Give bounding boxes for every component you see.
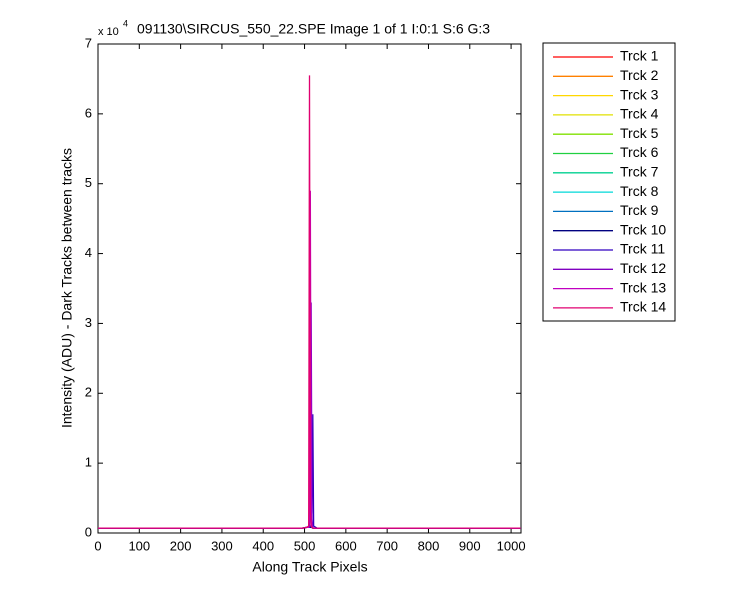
y-tick-label: 3 [85, 315, 92, 330]
legend-label: Trck 3 [620, 86, 659, 102]
x-tick-label: 500 [294, 538, 316, 553]
axes-box [97, 43, 522, 534]
x-tick-label: 800 [418, 538, 440, 553]
y-exponent: 4 [123, 18, 128, 28]
legend-label: Trck 6 [620, 144, 659, 160]
x-tick-label: 200 [170, 538, 192, 553]
series-line [98, 75, 521, 529]
legend-label: Trck 10 [620, 221, 666, 237]
legend-label: Trck 9 [620, 202, 659, 218]
legend-box [542, 42, 676, 322]
legend-label: Trck 5 [620, 125, 659, 141]
legend-label: Trck 13 [620, 279, 666, 295]
legend-label: Trck 4 [620, 106, 659, 122]
chart-title: 091130\SIRCUS_550_22.SPE Image 1 of 1 I:… [137, 21, 490, 37]
legend-label: Trck 8 [620, 183, 659, 199]
y-axis-label: Intensity (ADU) - Dark Tracks between tr… [59, 148, 75, 428]
y-multiplier: x 10 [98, 26, 119, 38]
x-tick-label: 300 [211, 538, 233, 553]
x-tick-label: 0 [94, 538, 101, 553]
legend-label: Trck 7 [620, 164, 659, 180]
y-tick-label: 4 [85, 245, 92, 260]
x-tick-label: 900 [459, 538, 481, 553]
legend-label: Trck 14 [620, 299, 666, 315]
x-tick-label: 100 [128, 538, 150, 553]
x-tick-label: 400 [252, 538, 274, 553]
x-tick-label: 600 [335, 538, 357, 553]
y-tick-label: 0 [85, 524, 92, 539]
y-tick-label: 1 [85, 455, 92, 470]
legend-label: Trck 11 [620, 241, 665, 257]
legend-label: Trck 1 [620, 48, 659, 64]
y-tick-label: 6 [85, 105, 92, 120]
y-tick-label: 7 [85, 35, 92, 50]
legend-label: Trck 2 [620, 67, 659, 83]
y-tick-label: 2 [85, 385, 92, 400]
legend-label: Trck 12 [620, 260, 666, 276]
x-axis-label: Along Track Pixels [252, 559, 367, 575]
x-tick-label: 1000 [497, 538, 526, 553]
x-tick-label: 700 [376, 538, 398, 553]
y-tick-label: 5 [85, 175, 92, 190]
